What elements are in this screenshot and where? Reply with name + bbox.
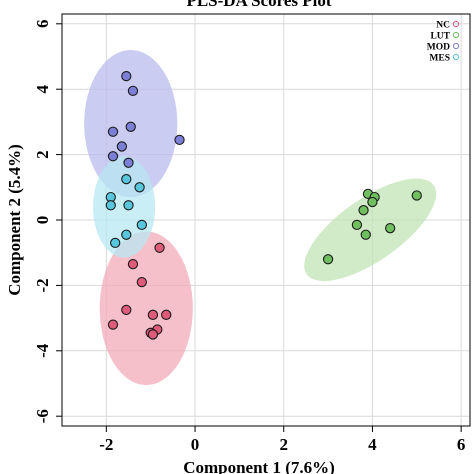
point-lut xyxy=(358,205,369,216)
point-mod xyxy=(125,121,136,132)
y-tick-label: 4 xyxy=(33,84,52,93)
x-tick-label: 4 xyxy=(368,435,377,454)
point-lut xyxy=(367,196,378,208)
y-tick-label: 0 xyxy=(33,216,52,225)
point-nc xyxy=(136,276,147,288)
point-mod xyxy=(123,157,134,168)
point-mod xyxy=(127,85,139,96)
point-mes xyxy=(121,229,132,240)
point-nc xyxy=(107,319,119,330)
point-mes xyxy=(110,237,121,249)
point-nc xyxy=(154,242,165,253)
legend-label-mod: MOD xyxy=(427,43,450,53)
y-tick-label: -4 xyxy=(33,343,52,358)
point-nc xyxy=(161,309,172,320)
x-tick-label: 0 xyxy=(191,435,200,454)
point-mes xyxy=(105,200,116,211)
chart-title: PLS-DA Scores Plot xyxy=(186,0,331,10)
point-mod xyxy=(107,126,119,137)
point-lut xyxy=(351,219,363,231)
point-mod xyxy=(116,141,128,152)
legend-label-nc: NC xyxy=(436,21,450,31)
point-lut xyxy=(411,190,422,201)
point-mod xyxy=(107,151,119,162)
point-mod xyxy=(121,70,132,82)
y-tick-label: -6 xyxy=(33,409,52,423)
point-mes xyxy=(123,200,134,211)
legend-marker-mes xyxy=(452,53,460,61)
point-nc xyxy=(127,258,139,270)
y-tick-label: 6 xyxy=(33,20,52,29)
point-nc xyxy=(121,304,132,316)
ellipse-lut xyxy=(304,178,437,282)
y-tick-label: 2 xyxy=(33,150,52,159)
point-nc xyxy=(147,309,159,320)
legend-label-mes: MES xyxy=(429,54,450,64)
x-tick-label: 2 xyxy=(279,435,288,454)
x-tick-label: 6 xyxy=(457,435,466,454)
point-lut xyxy=(360,229,371,240)
point-mes xyxy=(134,182,145,193)
point-lut xyxy=(385,223,396,234)
confidence-ellipses xyxy=(84,49,437,386)
legend-marker-mod xyxy=(452,42,460,50)
legend-marker-lut xyxy=(452,31,460,39)
axes: -2 0 2 4 6 -6 -4 -2 0 2 4 6 xyxy=(33,20,465,454)
legend-marker-nc xyxy=(452,20,460,28)
legend-label-lut: LUT xyxy=(430,32,450,42)
score-points xyxy=(105,70,422,340)
x-axis-label: Component 1 (7.6%) xyxy=(183,458,335,474)
point-lut xyxy=(322,254,334,265)
point-mes xyxy=(121,173,132,185)
y-axis-label: Component 2 (5.4%) xyxy=(5,144,24,296)
point-nc xyxy=(147,329,159,340)
ellipse-nc xyxy=(99,231,193,386)
point-mod xyxy=(174,134,185,146)
y-tick-label: -2 xyxy=(33,278,52,292)
x-tick-label: -2 xyxy=(99,435,113,454)
point-mes xyxy=(136,219,147,231)
